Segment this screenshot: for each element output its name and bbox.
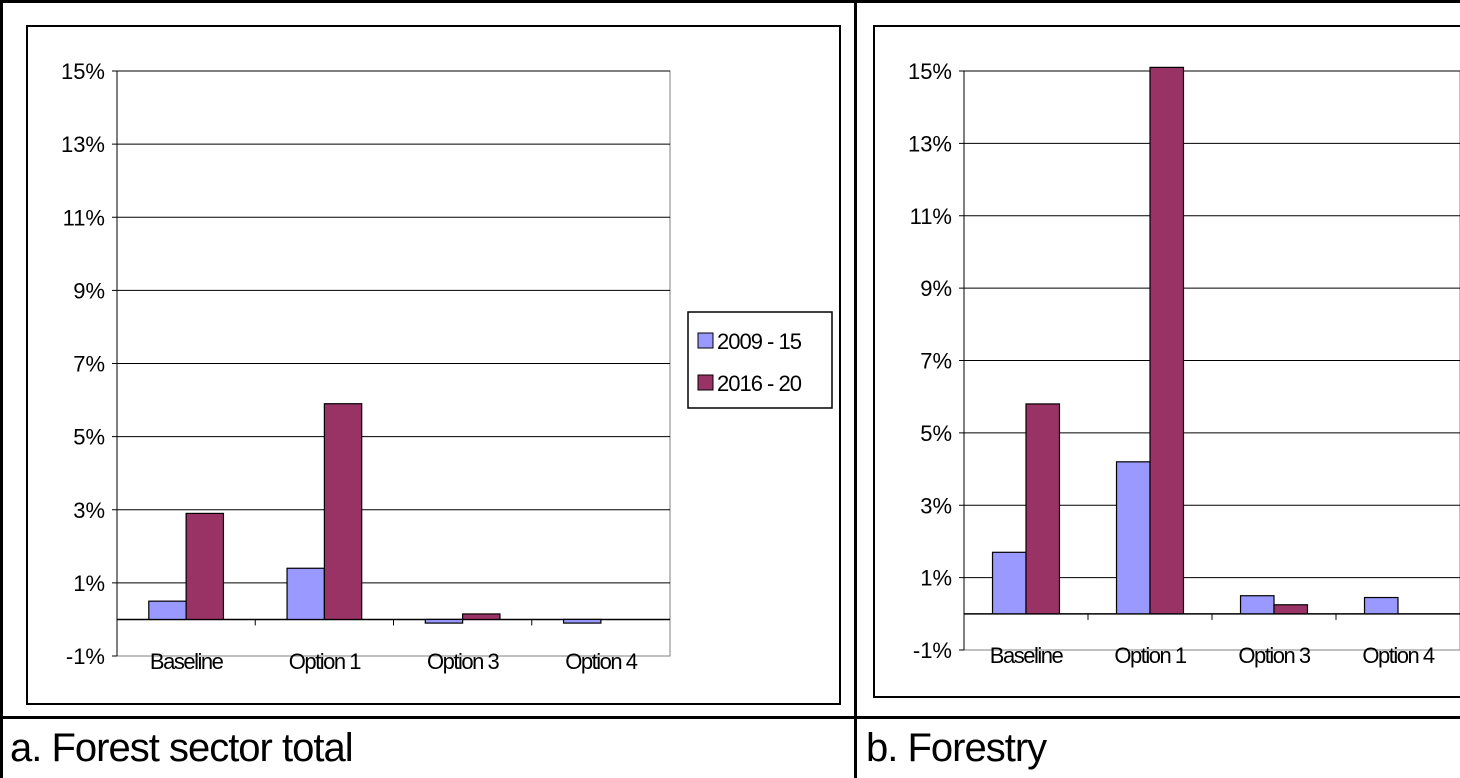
chart-forestry: 15% 13% 11% 9% 7% 5% 3% 1% -1% Baseline Option 1 Op… <box>873 25 1460 698</box>
bar-series2 <box>1273 604 1309 615</box>
y-tick-label: 13% <box>908 131 952 156</box>
chart-area-border <box>873 25 1460 698</box>
bar-series1 <box>1363 596 1399 615</box>
legend-label: 2009 - 15 <box>717 329 802 354</box>
y-tick-label: -1% <box>66 644 105 669</box>
bar-series1 <box>562 618 602 624</box>
bar-series1 <box>1115 461 1151 615</box>
bar-series2 <box>185 512 225 621</box>
y-tick-label: 7% <box>920 349 952 374</box>
x-tick-label: Option 1 <box>1114 643 1186 668</box>
bar-series2 <box>462 613 501 621</box>
x-tick-label: Option 4 <box>565 649 637 674</box>
caption-left: a. Forest sector total <box>10 726 354 770</box>
y-tick-label: 13% <box>61 132 105 157</box>
bar-series1 <box>424 618 464 624</box>
bar-series1 <box>148 600 187 621</box>
x-tick-label: Option 1 <box>289 649 361 674</box>
y-tick-label: 1% <box>920 566 952 591</box>
y-tick-label: 9% <box>920 276 952 301</box>
chart-area-border <box>26 25 841 705</box>
border-top <box>0 0 1460 3</box>
x-tick-label: Option 4 <box>1362 643 1434 668</box>
bar-series1 <box>286 567 325 621</box>
y-tick-label: 3% <box>73 498 105 523</box>
legend-box <box>687 311 833 409</box>
legend-label: 2016 - 20 <box>717 371 802 396</box>
y-tick-label: 15% <box>61 59 105 84</box>
bar-series2 <box>323 403 363 621</box>
y-tick-label: 11% <box>910 204 952 229</box>
y-tick-label: 3% <box>920 493 952 518</box>
y-tick-label: 7% <box>73 352 105 377</box>
border-row-divider <box>0 716 1460 719</box>
y-tick-label: 5% <box>73 425 105 450</box>
x-tick-label: Option 3 <box>427 649 499 674</box>
y-tick-label: 15% <box>908 59 952 84</box>
y-tick-label: 5% <box>920 421 952 446</box>
x-tick-label: Baseline <box>150 649 224 674</box>
y-tick-label: 9% <box>73 278 105 303</box>
legend-swatch <box>697 332 714 349</box>
y-tick-label: -1% <box>913 638 952 663</box>
x-tick-label: Baseline <box>990 643 1064 668</box>
bar-series2 <box>1025 403 1061 615</box>
y-tick-label: 1% <box>73 571 105 596</box>
caption-right: b. Forestry <box>866 726 1047 770</box>
border-middle <box>854 0 857 778</box>
bar-series1 <box>1239 595 1275 615</box>
chart-forest-sector-total: 15% 13% 11% 9% 7% 5% 3% 1% -1% Baseline Option 1 Op… <box>26 25 841 705</box>
legend-swatch <box>697 374 714 391</box>
bar-series1 <box>991 551 1027 615</box>
border-left <box>0 0 3 778</box>
bar-series2 <box>1149 66 1185 615</box>
x-tick-label: Option 3 <box>1238 643 1310 668</box>
y-tick-label: 11% <box>63 205 105 230</box>
